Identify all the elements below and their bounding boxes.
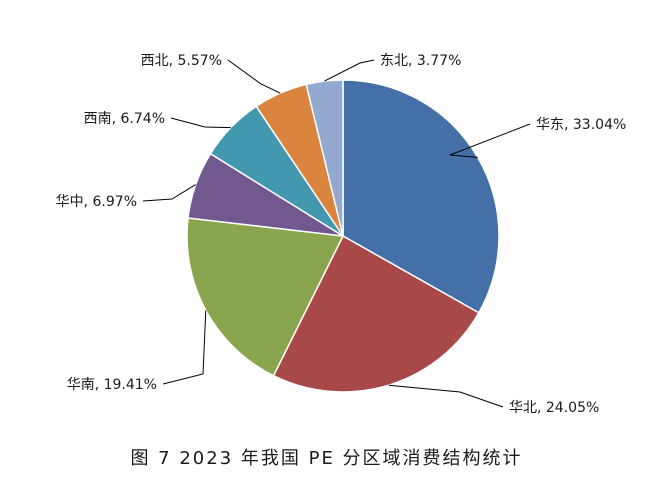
pie-chart-area: 华东, 33.04% 华北, 24.05% 华南, 19.41% 华中, 6.97% 西…: [30, 18, 626, 425]
leader-lines: [142, 59, 531, 408]
slice-label-5: 西北, 5.57%: [141, 53, 222, 69]
slice-label-0: 华东, 33.04%: [536, 117, 626, 133]
slice-label-6: 东北, 3.77%: [380, 53, 461, 69]
slice-label-3: 华中, 6.97%: [56, 194, 137, 210]
slice-label-2: 华南, 19.41%: [67, 377, 157, 393]
leader-line-1: [388, 384, 504, 408]
figure-caption: 图 7 2023 年我国 PE 分区域消费结构统计: [130, 448, 523, 469]
leader-line-4: [170, 117, 231, 129]
pie-slice-1: [272, 234, 480, 393]
leader-line-6: [324, 59, 375, 82]
pie-slice-0: [342, 79, 500, 314]
pie-slices: [186, 79, 500, 393]
slice-label-1: 华北, 24.05%: [509, 400, 599, 416]
leader-line-0: [449, 123, 531, 158]
leader-line-2: [162, 310, 207, 385]
leader-line-5: [227, 59, 281, 94]
pie-chart: 华东, 33.04% 华北, 24.05% 华南, 19.41% 华中, 6.97% 西…: [56, 53, 626, 416]
pie-slice-2: [186, 217, 345, 377]
slice-label-4: 西南, 6.74%: [84, 111, 165, 127]
slice-labels: 华东, 33.04% 华北, 24.05% 华南, 19.41% 华中, 6.97% 西…: [56, 53, 626, 416]
pie-slice-6: [305, 79, 344, 237]
leader-line-3: [142, 184, 196, 202]
